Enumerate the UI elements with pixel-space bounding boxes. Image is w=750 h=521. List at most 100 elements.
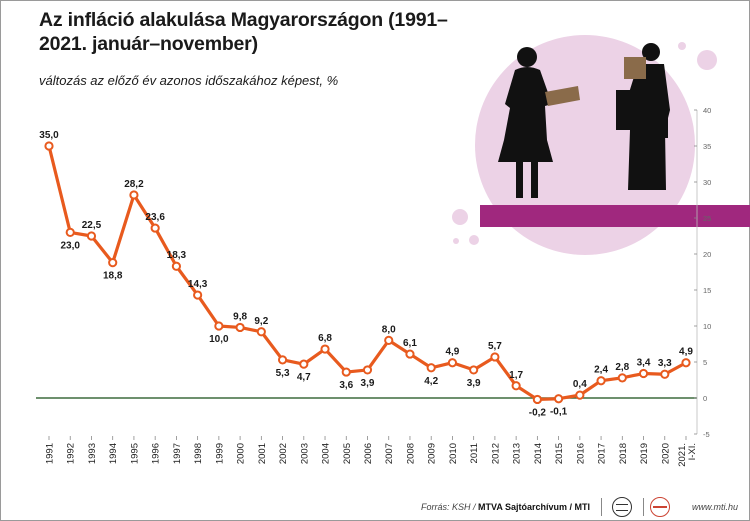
data-point: [129, 190, 139, 200]
series-line: [44, 141, 691, 405]
data-point: [681, 358, 691, 368]
chart-title: Az infláció alakulása Magyarországon (19…: [39, 9, 448, 55]
data-label: 35,0: [39, 130, 59, 141]
decor-circle: [453, 238, 459, 244]
x-tick-label: 2011: [469, 443, 480, 463]
decor-circle: [697, 50, 717, 70]
data-point: [65, 227, 75, 237]
data-label: 3,3: [658, 358, 672, 369]
data-point: [490, 352, 500, 362]
x-tick-label: 2016: [575, 443, 586, 464]
x-tick-label: 2017: [597, 443, 608, 464]
data-label: 3,4: [637, 358, 651, 369]
data-label: 10,0: [209, 334, 229, 345]
source-agency: MTVA Sajtóarchívum / MTI: [477, 502, 590, 512]
data-point: [86, 231, 97, 241]
x-tick-label: 1991: [45, 443, 56, 464]
data-point: [44, 141, 54, 151]
data-point: [554, 394, 564, 404]
y-tick-label: 25: [703, 214, 711, 223]
data-label: 8,0: [382, 324, 396, 335]
y-tick-label: 0: [703, 394, 707, 403]
x-tick-label: 2007: [384, 443, 395, 464]
y-tick-label: -5: [703, 430, 710, 439]
data-label: 22,5: [82, 220, 102, 231]
data-label: 9,2: [254, 316, 268, 327]
decor-circle: [678, 42, 686, 50]
data-point: [341, 367, 351, 377]
data-label: 4,2: [424, 376, 438, 387]
x-tick-label: 1997: [172, 443, 183, 464]
data-label: 3,9: [361, 378, 375, 389]
x-tick-label: 2013: [512, 443, 523, 464]
data-labels: 35,0 23,022,5 18,8 28,2 23,6 18,3 14,3 10,0 9,8 9…: [39, 130, 693, 418]
data-point: [511, 381, 521, 391]
footer-separator: [643, 498, 644, 516]
data-point: [660, 369, 670, 379]
x-tick-label: 2005: [342, 443, 353, 464]
x-tick-label: 2003: [299, 443, 310, 464]
data-label: 3,6: [339, 380, 353, 391]
x-tick-label: 2014: [533, 443, 544, 464]
x-tick-label: 2012: [490, 443, 501, 464]
x-tick-label: 2015: [554, 443, 565, 464]
y-tick-label: 35: [703, 142, 711, 151]
data-point: [384, 335, 394, 345]
y-tick-label: 5: [703, 358, 707, 367]
y-tick-label: 20: [703, 250, 711, 259]
data-point: [256, 327, 266, 337]
x-tick-label: 2009: [427, 443, 438, 464]
x-tick-label: 2000: [236, 443, 247, 464]
data-point: [469, 365, 479, 375]
data-point: [447, 358, 458, 368]
data-label: 6,1: [403, 338, 417, 349]
data-label: 3,9: [467, 378, 481, 389]
data-label: 23,0: [60, 240, 80, 251]
x-tick-label: 2004: [321, 443, 332, 464]
x-tick-label: 1994: [108, 443, 119, 464]
y-tick-label: 30: [703, 178, 711, 187]
data-label: 4,9: [679, 347, 693, 358]
source-note: Forrás: KSH / MTVA Sajtóarchívum / MTI: [421, 502, 590, 512]
x-tick-label: 1996: [151, 443, 162, 464]
data-point: [277, 355, 288, 365]
data-label: 6,8: [318, 333, 332, 344]
data-label: -0,2: [529, 407, 547, 418]
data-point: [171, 261, 181, 271]
x-tick-label: 1992: [66, 443, 77, 464]
y-tick-label: 15: [703, 286, 711, 295]
data-point: [320, 344, 330, 354]
data-point: [193, 290, 203, 300]
x-tick-label: 1999: [214, 443, 225, 464]
data-point: [150, 223, 160, 233]
x-tick-label: 2002: [278, 443, 289, 464]
data-label: 18,3: [167, 250, 187, 261]
site-url: www.mti.hu: [691, 502, 738, 512]
data-label: 0,4: [573, 379, 587, 390]
data-point: [596, 376, 606, 386]
footer: Forrás: KSH / MTVA Sajtóarchívum / MTI w…: [0, 490, 750, 521]
accent-bar: [480, 205, 750, 227]
x-tick-label: 1995: [129, 443, 140, 464]
decoration: [452, 35, 750, 255]
x-tick-label: 1998: [193, 443, 204, 464]
data-label: 5,3: [276, 368, 290, 379]
x-tick-label: 2019: [639, 443, 650, 464]
data-label: 14,3: [188, 279, 208, 290]
x-tick-label: 2006: [363, 443, 374, 464]
x-tick-label: 2010: [448, 443, 459, 464]
data-label: 4,9: [445, 347, 459, 358]
data-label: 2,4: [594, 365, 608, 376]
data-label: 23,6: [145, 212, 165, 223]
x-tick-label: 2021.I-XI.: [677, 443, 698, 467]
footer-separator: [601, 498, 602, 516]
data-label: -0,1: [550, 407, 568, 418]
data-point: [575, 390, 585, 400]
data-point: [426, 363, 436, 373]
x-tick-label: 2001: [257, 443, 268, 464]
decor-circle: [452, 209, 468, 225]
x-tick-label: 1993: [87, 443, 98, 464]
data-label: 28,2: [124, 179, 144, 190]
mti-logo-icon: [650, 497, 670, 517]
